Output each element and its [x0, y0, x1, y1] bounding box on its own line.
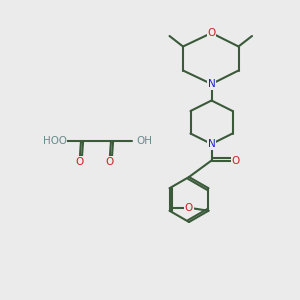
- Text: O: O: [75, 157, 84, 167]
- Text: N: N: [208, 139, 215, 149]
- Text: N: N: [208, 79, 215, 89]
- Text: O: O: [105, 157, 114, 167]
- Text: O: O: [231, 155, 240, 166]
- Text: HO: HO: [50, 136, 67, 146]
- Text: OH: OH: [136, 136, 152, 146]
- Text: HO: HO: [43, 136, 58, 146]
- Text: O: O: [185, 203, 193, 213]
- Text: O: O: [207, 28, 216, 38]
